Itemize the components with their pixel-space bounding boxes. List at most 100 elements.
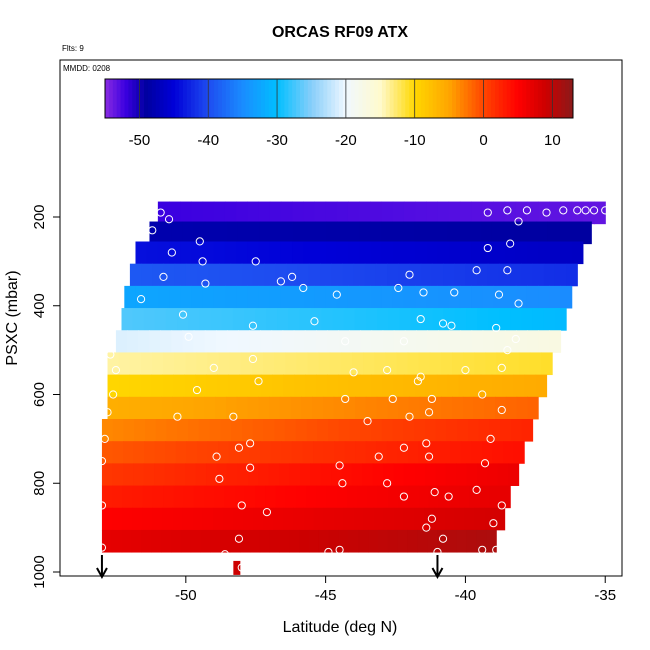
colorbar-segment: [498, 79, 504, 118]
heatmap-cell: [162, 507, 173, 531]
heatmap-cell: [112, 441, 124, 464]
heatmap-cell: [302, 441, 314, 464]
heatmap-cell: [107, 396, 119, 420]
heatmap-cell: [141, 529, 152, 553]
heatmap-cell: [344, 396, 356, 420]
heatmap-cell: [456, 463, 468, 486]
heatmap-cell: [214, 485, 226, 509]
observation-point: [276, 277, 285, 286]
heatmap-cell: [420, 263, 433, 287]
colorbar-segment: [374, 79, 379, 118]
heatmap-cell: [532, 263, 545, 287]
colorbar-segment: [147, 79, 153, 118]
observation-point: [438, 534, 448, 543]
heatmap-cell: [371, 330, 384, 353]
heatmap-cell: [535, 374, 548, 398]
heatmap-cell: [241, 419, 254, 442]
heatmap-cell: [250, 374, 262, 398]
heatmap-cell: [495, 396, 507, 420]
heatmap-cell: [377, 308, 389, 331]
heatmap-cell: [101, 485, 113, 509]
colorbar-segment: [362, 79, 367, 118]
heatmap-cell: [141, 263, 153, 287]
heatmap-cell: [446, 529, 458, 553]
heatmap-cell: [154, 441, 166, 464]
heatmap-cell: [479, 485, 491, 509]
heatmap-cell: [538, 201, 550, 225]
heatmap-cell: [232, 308, 245, 331]
heatmap-cell: [460, 330, 473, 353]
observation-point: [363, 417, 372, 426]
heatmap-cell: [471, 285, 483, 309]
observation-point: [383, 479, 392, 488]
heatmap-cell: [471, 241, 483, 265]
heatmap-cell: [524, 221, 537, 245]
heatmap-cell: [226, 463, 238, 486]
heatmap-cell: [306, 419, 318, 442]
heatmap-cell: [364, 263, 377, 287]
colorbar-segment: [229, 79, 235, 118]
colorbar-segment: [124, 79, 129, 118]
heatmap-cell: [398, 396, 410, 420]
heatmap-cell: [558, 221, 570, 245]
observation-point: [173, 412, 182, 421]
observation-point: [405, 270, 414, 279]
colorbar-segment: [303, 79, 309, 118]
heatmap-cell: [101, 507, 113, 531]
heatmap-cell: [252, 419, 265, 442]
heatmap-cell: [124, 285, 137, 309]
colorbar-tick-label: 10: [544, 132, 561, 149]
heatmap-cell: [132, 507, 143, 531]
colorbar-segment: [167, 79, 172, 118]
heatmap-cell: [387, 529, 399, 553]
heatmap-cell: [485, 352, 498, 376]
heatmap-cell: [424, 507, 435, 531]
heatmap-cell: [447, 221, 460, 245]
heatmap-cell: [163, 485, 174, 509]
heatmap-cell: [360, 419, 372, 442]
heatmap-cell: [358, 529, 369, 553]
heatmap-cell: [502, 374, 515, 398]
colorbar-segment: [475, 79, 480, 118]
heatmap-cell: [177, 419, 189, 442]
colorbar-segment: [233, 79, 239, 118]
heatmap-cell: [296, 352, 309, 376]
heatmap-cell: [112, 463, 124, 486]
heatmap-cell: [359, 221, 371, 245]
heatmap-cell: [284, 419, 297, 442]
heatmap-cell: [175, 441, 187, 464]
heatmap-cell: [376, 441, 388, 464]
heatmap-cell: [385, 352, 398, 376]
colorbar-segment: [448, 79, 453, 118]
observation-point: [136, 294, 146, 304]
colorbar-segment: [288, 79, 293, 118]
heatmap-cell: [333, 507, 345, 531]
heatmap-cell: [292, 201, 304, 225]
heatmap-cell: [249, 330, 261, 353]
observation-point: [251, 257, 260, 266]
heatmap-cell: [482, 285, 494, 309]
heatmap-cell: [381, 241, 394, 265]
heatmap-cell: [260, 441, 272, 464]
observation-point: [427, 394, 436, 404]
heatmap-cell: [265, 485, 277, 509]
heatmap-cell: [444, 507, 455, 531]
colorbar-segment: [171, 79, 176, 118]
colorbar-segment: [253, 79, 258, 118]
heatmap-cell: [403, 463, 415, 486]
heatmap-cell: [463, 352, 475, 376]
heatmap-cell: [323, 507, 335, 531]
heatmap-cell: [348, 221, 360, 245]
heatmap-cell: [213, 201, 226, 225]
heatmap-cell: [204, 485, 215, 509]
colorbar-segment: [557, 79, 562, 118]
colorbar-segment: [276, 79, 281, 118]
colorbar-segment: [183, 79, 188, 118]
observation-point: [497, 363, 506, 372]
heatmap-cell: [307, 352, 320, 376]
heatmap-cell: [266, 308, 278, 331]
heatmap-cell: [393, 330, 406, 353]
heatmap-cell: [133, 441, 145, 464]
heatmap-cell: [425, 374, 438, 398]
heatmap-cell: [415, 285, 427, 309]
